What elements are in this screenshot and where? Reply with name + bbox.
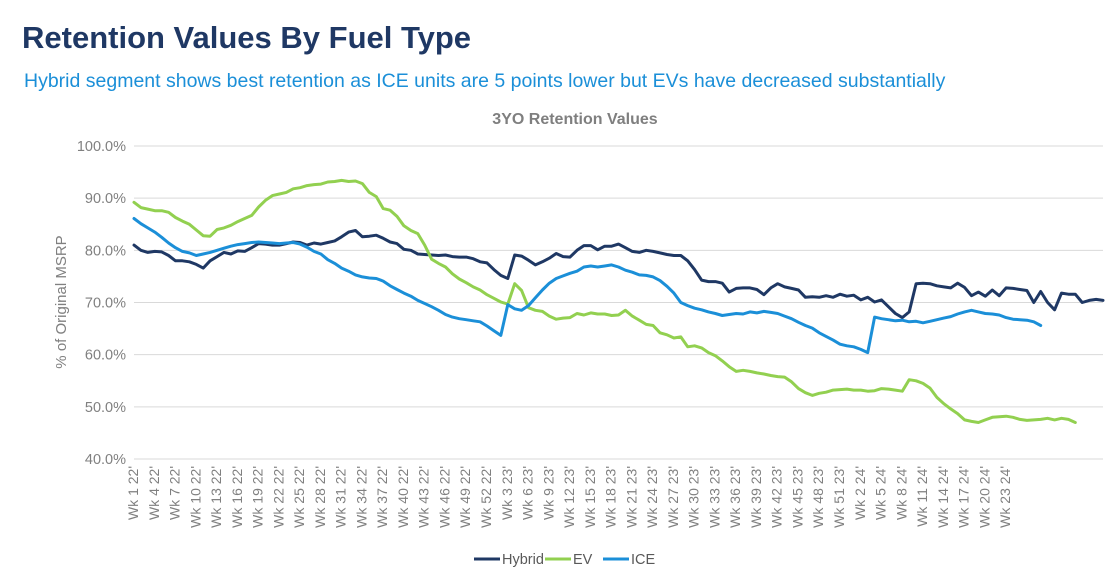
series-lines (132, 178, 1105, 424)
legend: Hybrid EV ICE (474, 552, 656, 568)
page-subtitle: Hybrid segment shows best retention as I… (24, 70, 946, 92)
x-tick-label: Wk 31 22' (333, 466, 349, 528)
series-line-ev (132, 178, 1077, 424)
x-tick-label: Wk 18 23' (603, 466, 619, 528)
x-tick-label: Wk 49 22' (457, 466, 473, 528)
x-tick-label: Wk 4 22' (146, 466, 162, 520)
x-tick-label: Wk 9 23' (540, 466, 556, 520)
x-tick-label: Wk 16 22' (229, 466, 245, 528)
x-tick-label: Wk 12 23' (561, 466, 577, 528)
x-tick-label: Wk 51 23' (831, 466, 847, 528)
x-tick-label: Wk 46 22' (436, 466, 452, 528)
y-tick-label: 70.0% (85, 296, 126, 312)
y-tick-label: 80.0% (85, 243, 126, 259)
y-axis-ticks: 100.0% 90.0% 80.0% 70.0% 60.0% 50.0% 40.0% (77, 139, 126, 468)
x-tick-label: Wk 37 22' (374, 466, 390, 528)
x-tick-label: Wk 25 22' (291, 466, 307, 528)
x-tick-label: Wk 48 23' (810, 466, 826, 528)
x-tick-label: Wk 17 24' (956, 466, 972, 528)
x-tick-label: Wk 39 23' (748, 466, 764, 528)
y-tick-label: 50.0% (85, 400, 126, 416)
x-axis-ticks: Wk 1 22' Wk 4 22' Wk 7 22' Wk 10 22' Wk 13 2… (125, 466, 1013, 528)
legend-label-hybrid: Hybrid (502, 552, 544, 568)
x-tick-label: Wk 19 22' (250, 466, 266, 528)
gridlines (134, 145, 1103, 460)
series-line-ice (132, 217, 1043, 355)
y-axis-label: % of Original MSRP (53, 235, 70, 368)
x-tick-label: Wk 1 22' (125, 466, 141, 520)
x-tick-label: Wk 28 22' (312, 466, 328, 528)
x-tick-label: Wk 2 24' (852, 466, 868, 520)
x-tick-label: Wk 45 23' (789, 466, 805, 528)
x-tick-label: Wk 6 23' (520, 466, 536, 520)
y-tick-label: 90.0% (85, 191, 126, 207)
x-tick-label: Wk 40 22' (395, 466, 411, 528)
x-tick-label: Wk 3 23' (499, 466, 515, 520)
x-tick-label: Wk 52 22' (478, 466, 494, 528)
x-tick-label: Wk 5 24' (873, 466, 889, 520)
x-tick-label: Wk 36 23' (727, 466, 743, 528)
x-tick-label: Wk 20 24' (976, 466, 992, 528)
x-tick-label: Wk 30 23' (686, 466, 702, 528)
x-tick-label: Wk 15 23' (582, 466, 598, 528)
legend-label-ev: EV (573, 552, 593, 568)
x-tick-label: Wk 14 24' (935, 466, 951, 528)
x-tick-label: Wk 21 23' (623, 466, 639, 528)
x-tick-label: Wk 33 23' (706, 466, 722, 528)
x-tick-label: Wk 34 22' (353, 466, 369, 528)
x-tick-label: Wk 22 22' (270, 466, 286, 528)
x-tick-label: Wk 23 24' (997, 466, 1013, 528)
y-tick-label: 100.0% (77, 139, 126, 155)
x-tick-label: Wk 42 23' (769, 466, 785, 528)
x-tick-label: Wk 10 22' (187, 466, 203, 528)
x-tick-label: Wk 24 23' (644, 466, 660, 528)
x-tick-label: Wk 43 22' (416, 466, 432, 528)
page-title: Retention Values By Fuel Type (22, 20, 472, 55)
chart-title: 3YO Retention Values (492, 111, 657, 128)
legend-label-ice: ICE (631, 552, 656, 568)
x-tick-label: Wk 13 22' (208, 466, 224, 528)
y-tick-label: 60.0% (85, 348, 126, 364)
x-tick-label: Wk 8 24' (893, 466, 909, 520)
y-tick-label: 40.0% (85, 452, 126, 468)
x-tick-label: Wk 27 23' (665, 466, 681, 528)
x-tick-label: Wk 7 22' (167, 466, 183, 520)
x-tick-label: Wk 11 24' (914, 466, 930, 527)
